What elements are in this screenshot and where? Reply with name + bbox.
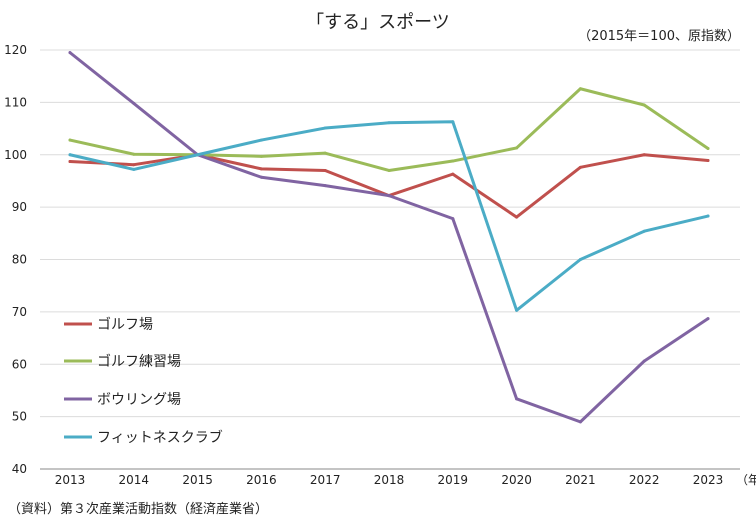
series-line-1	[68, 153, 710, 219]
y-tick-label: 100	[4, 148, 27, 162]
data-point	[578, 87, 582, 91]
x-tick-label: 2019	[438, 473, 469, 487]
data-point	[68, 153, 72, 157]
data-point	[259, 167, 263, 171]
x-tick-label: 2017	[310, 473, 341, 487]
data-point	[515, 308, 519, 312]
data-point	[451, 172, 455, 176]
x-tick-label: 2014	[119, 473, 150, 487]
data-point	[515, 397, 519, 401]
chart-title: 「する」スポーツ	[306, 12, 450, 33]
legend-label: フィットネスクラブ	[97, 429, 223, 446]
data-point	[387, 194, 391, 198]
x-tick-label: 2023	[693, 473, 724, 487]
data-point	[706, 159, 710, 163]
data-point	[259, 154, 263, 158]
data-point	[642, 103, 646, 107]
y-tick-label: 110	[4, 95, 27, 109]
x-tick-label: 2022	[629, 473, 660, 487]
data-point	[259, 175, 263, 179]
legend-label: ゴルフ練習場	[97, 353, 181, 370]
data-point	[515, 146, 519, 150]
data-point	[578, 258, 582, 261]
data-point	[451, 159, 455, 163]
data-point	[323, 126, 327, 130]
y-tick-label: 40	[12, 462, 27, 476]
y-axis-ticks: 40 50 60 70 80 90 100 110 120	[4, 43, 27, 476]
legend-label: ボウリング場	[97, 392, 181, 408]
x-axis-ticks: 2013 2014 2015 2016 2017 2018 2019 2020 2021 2022…	[55, 473, 724, 487]
y-tick-label: 90	[12, 200, 27, 214]
x-tick-label: 2021	[565, 473, 596, 487]
data-point	[196, 153, 200, 157]
y-tick-label: 60	[12, 357, 27, 371]
data-point	[578, 165, 582, 169]
y-tick-label: 50	[12, 410, 27, 424]
x-axis-unit: （年）	[736, 473, 756, 487]
data-point	[323, 151, 327, 155]
data-point	[706, 146, 710, 150]
y-tick-label: 80	[12, 253, 27, 267]
source-note: （資料）第３次産業活動指数（経済産業省）	[8, 501, 268, 517]
series-line-4	[68, 120, 710, 312]
data-point	[578, 420, 582, 424]
chart-note: （2015年＝100、原指数）	[578, 29, 740, 44]
data-point	[451, 120, 455, 124]
data-point	[132, 167, 136, 171]
data-point	[132, 152, 136, 156]
data-point	[451, 217, 455, 221]
data-point	[387, 168, 391, 172]
data-point	[642, 229, 646, 233]
data-point	[387, 121, 391, 125]
x-tick-label: 2016	[246, 473, 277, 487]
data-point	[68, 138, 72, 142]
data-point	[132, 101, 136, 105]
data-point	[68, 160, 72, 164]
data-point	[706, 214, 710, 218]
data-point	[323, 184, 327, 188]
x-tick-label: 2013	[55, 473, 86, 487]
y-tick-label: 120	[4, 43, 27, 57]
legend-label: ゴルフ場	[97, 316, 153, 333]
data-point	[642, 359, 646, 363]
x-tick-label: 2015	[182, 473, 213, 487]
data-point	[642, 153, 646, 157]
data-point	[259, 138, 263, 142]
x-tick-label: 2018	[374, 473, 405, 487]
series	[68, 51, 710, 424]
data-point	[323, 168, 327, 172]
data-point	[68, 51, 72, 55]
data-point	[515, 215, 519, 219]
y-tick-label: 70	[12, 305, 27, 319]
x-tick-label: 2020	[501, 473, 532, 487]
data-point	[132, 163, 136, 167]
data-point	[706, 317, 710, 321]
